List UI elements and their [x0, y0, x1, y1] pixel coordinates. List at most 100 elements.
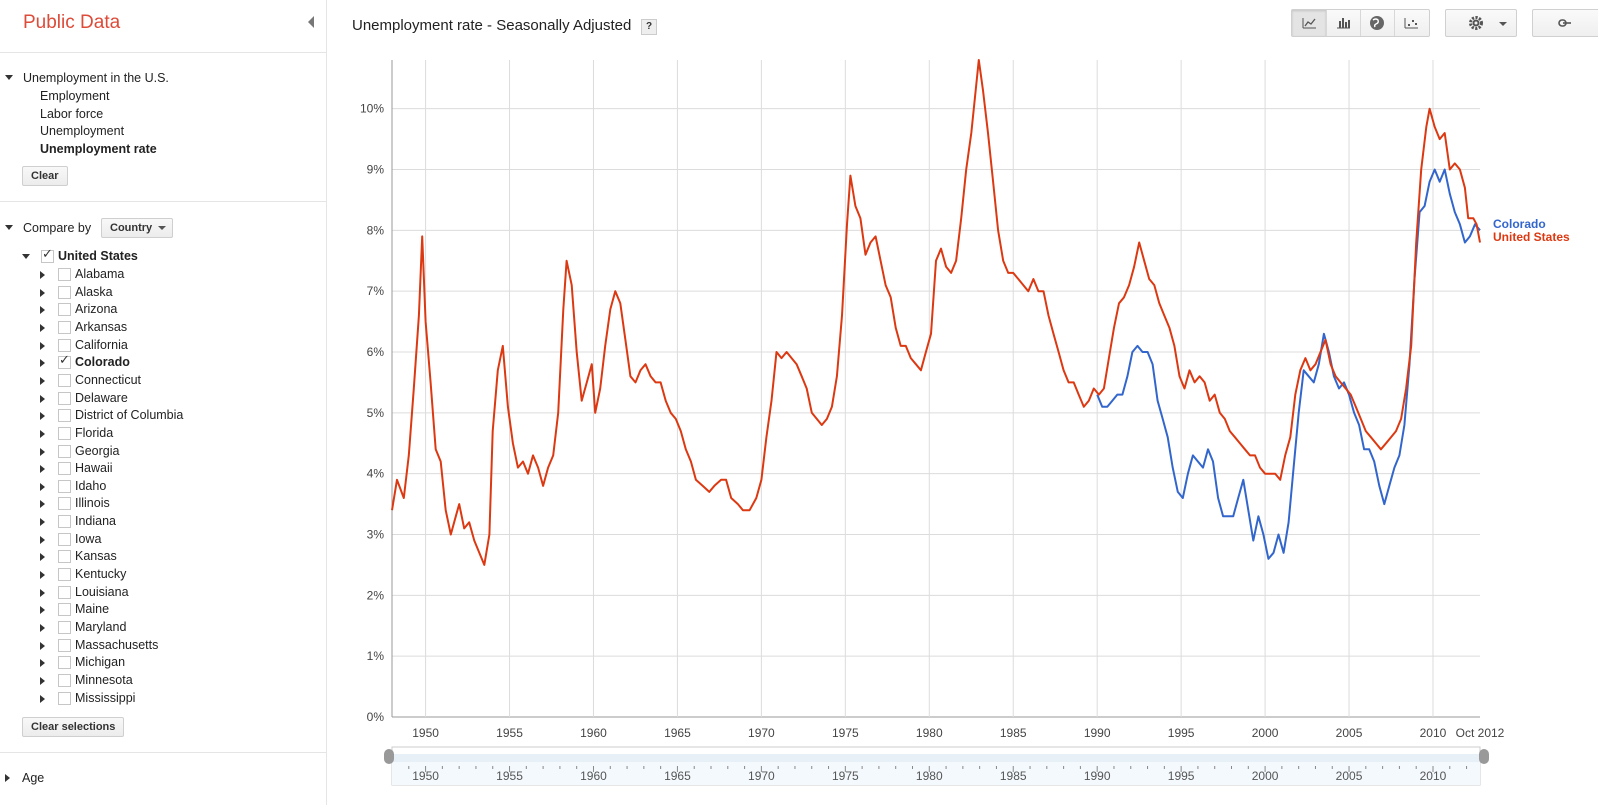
- state-expand-icon[interactable]: [40, 695, 45, 703]
- state-expand-icon[interactable]: [40, 465, 45, 473]
- state-checkbox-alabama[interactable]: [58, 268, 71, 281]
- dataset-title[interactable]: Unemployment in the U.S.: [23, 71, 169, 85]
- state-expand-icon[interactable]: [40, 642, 45, 650]
- state-label-delaware[interactable]: Delaware: [75, 391, 128, 405]
- clear-selections-button[interactable]: Clear selections: [22, 717, 125, 737]
- metric-employment[interactable]: Employment: [40, 89, 110, 103]
- state-checkbox-idaho[interactable]: [58, 480, 71, 493]
- state-checkbox-michigan[interactable]: [58, 656, 71, 669]
- state-expand-icon[interactable]: [40, 377, 45, 385]
- state-expand-icon[interactable]: [40, 659, 45, 667]
- state-checkbox-kentucky[interactable]: [58, 568, 71, 581]
- state-label-indiana[interactable]: Indiana: [75, 514, 117, 528]
- state-expand-icon[interactable]: [40, 448, 45, 456]
- link-button[interactable]: [1532, 9, 1598, 37]
- state-checkbox-delaware[interactable]: [58, 392, 71, 405]
- state-checkbox-illinois[interactable]: [58, 497, 71, 510]
- state-checkbox-arkansas[interactable]: [58, 321, 71, 334]
- state-label-maine[interactable]: Maine: [75, 602, 110, 616]
- state-checkbox-connecticut[interactable]: [58, 374, 71, 387]
- dataset-expand-icon[interactable]: [5, 75, 13, 80]
- us-checkbox[interactable]: [41, 246, 54, 263]
- us-expand-icon[interactable]: [22, 254, 30, 259]
- state-label-alabama[interactable]: Alabama: [75, 267, 125, 281]
- map-view-button[interactable]: [1360, 10, 1395, 36]
- scatter-view-button[interactable]: [1394, 10, 1428, 36]
- state-label-michigan[interactable]: Michigan: [75, 655, 126, 669]
- state-label-georgia[interactable]: Georgia: [75, 444, 120, 458]
- timeline-slider[interactable]: 1950 1955 1960 1965 1970 1975 1980 1985 1990 1995…: [384, 746, 1489, 786]
- state-label-florida[interactable]: Florida: [75, 426, 114, 440]
- state-expand-icon[interactable]: [40, 624, 45, 632]
- state-checkbox-indiana[interactable]: [58, 515, 71, 528]
- state-expand-icon[interactable]: [40, 324, 45, 332]
- compare-dimension-dropdown[interactable]: Country: [101, 218, 174, 238]
- state-expand-icon[interactable]: [40, 289, 45, 297]
- timeline-start-handle[interactable]: [384, 749, 394, 764]
- state-checkbox-mississippi[interactable]: [58, 692, 71, 705]
- state-checkbox-alaska[interactable]: [58, 286, 71, 299]
- metric-unemployment[interactable]: Unemployment: [40, 124, 125, 138]
- series-label-colorado[interactable]: Colorado: [1493, 217, 1546, 231]
- bar-chart-button[interactable]: [1326, 10, 1361, 36]
- state-expand-icon[interactable]: [40, 536, 45, 544]
- state-checkbox-florida[interactable]: [58, 427, 71, 440]
- state-label-massachusetts[interactable]: Massachusetts: [75, 638, 159, 652]
- state-checkbox-hawaii[interactable]: [58, 462, 71, 475]
- state-checkbox-colorado[interactable]: [58, 352, 71, 369]
- state-expand-icon[interactable]: [40, 500, 45, 508]
- state-expand-icon[interactable]: [40, 395, 45, 403]
- state-expand-icon[interactable]: [40, 677, 45, 685]
- settings-menu-button[interactable]: [1445, 9, 1517, 37]
- age-section-label[interactable]: Age: [22, 771, 45, 785]
- state-expand-icon[interactable]: [40, 271, 45, 279]
- clear-button[interactable]: Clear: [22, 166, 68, 186]
- state-label-idaho[interactable]: Idaho: [75, 479, 107, 493]
- state-expand-icon[interactable]: [40, 571, 45, 579]
- state-label-connecticut[interactable]: Connecticut: [75, 373, 142, 387]
- brand-logo[interactable]: Public Data: [23, 12, 121, 33]
- state-expand-icon[interactable]: [40, 589, 45, 597]
- metric-labor-force[interactable]: Labor force: [40, 107, 104, 121]
- state-label-kansas[interactable]: Kansas: [75, 549, 117, 563]
- line-chart-button[interactable]: [1292, 10, 1327, 36]
- state-label-california[interactable]: California: [75, 338, 128, 352]
- state-expand-icon[interactable]: [40, 518, 45, 526]
- state-label-louisiana[interactable]: Louisiana: [75, 585, 129, 599]
- state-expand-icon[interactable]: [40, 430, 45, 438]
- timeline-end-handle[interactable]: [1479, 749, 1489, 764]
- state-checkbox-iowa[interactable]: [58, 533, 71, 546]
- compare-expand-icon[interactable]: [5, 225, 13, 230]
- age-expand-icon[interactable]: [5, 774, 10, 782]
- metric-unemployment-rate[interactable]: Unemployment rate: [40, 142, 157, 156]
- state-label-hawaii[interactable]: Hawaii: [75, 461, 113, 475]
- state-label-alaska[interactable]: Alaska: [75, 285, 113, 299]
- state-label-minnesota[interactable]: Minnesota: [75, 673, 133, 687]
- state-label-arkansas[interactable]: Arkansas: [75, 320, 128, 334]
- state-label-colorado[interactable]: Colorado: [75, 355, 130, 369]
- state-label-mississippi[interactable]: Mississippi: [75, 691, 136, 705]
- state-label-iowa[interactable]: Iowa: [75, 532, 102, 546]
- help-icon[interactable]: ?: [641, 19, 657, 35]
- state-checkbox-massachusetts[interactable]: [58, 639, 71, 652]
- state-expand-icon[interactable]: [40, 342, 45, 350]
- state-checkbox-maryland[interactable]: [58, 621, 71, 634]
- state-checkbox-louisiana[interactable]: [58, 586, 71, 599]
- state-checkbox-maine[interactable]: [58, 603, 71, 616]
- series-line-united-states[interactable]: [391, 59, 1481, 566]
- state-expand-icon[interactable]: [40, 483, 45, 491]
- state-label-maryland[interactable]: Maryland: [75, 620, 127, 634]
- state-checkbox-arizona[interactable]: [58, 303, 71, 316]
- series-line-colorado[interactable]: [1096, 168, 1481, 560]
- state-checkbox-georgia[interactable]: [58, 445, 71, 458]
- state-checkbox-district-of-columbia[interactable]: [58, 409, 71, 422]
- collapse-sidebar-icon[interactable]: [308, 16, 314, 28]
- us-label[interactable]: United States: [58, 249, 138, 263]
- state-checkbox-kansas[interactable]: [58, 550, 71, 563]
- state-expand-icon[interactable]: [40, 359, 45, 367]
- state-label-kentucky[interactable]: Kentucky: [75, 567, 127, 581]
- state-expand-icon[interactable]: [40, 553, 45, 561]
- state-label-arizona[interactable]: Arizona: [75, 302, 118, 316]
- state-checkbox-minnesota[interactable]: [58, 674, 71, 687]
